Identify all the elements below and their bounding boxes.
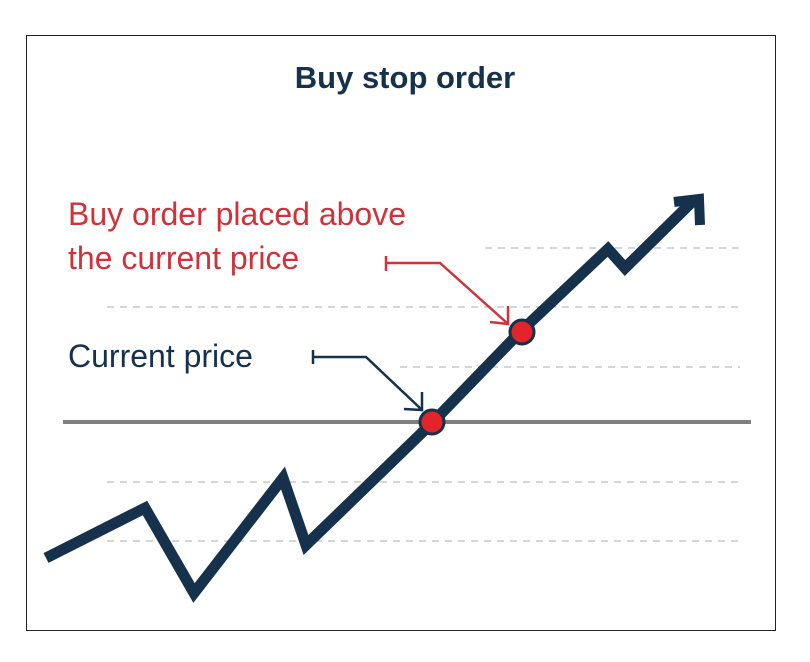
price-path	[43, 196, 698, 603]
dashed-levels	[107, 247, 740, 542]
current-price-pointer	[311, 350, 424, 412]
current-price-label: Current price	[68, 338, 253, 374]
diagram-frame	[26, 35, 776, 631]
current-price-marker	[418, 408, 446, 436]
buy-order-pointer	[384, 256, 510, 326]
buy-order-marker	[508, 318, 536, 346]
diagram-title: Buy stop order	[294, 60, 516, 95]
buy-order-label-line2: the current price	[68, 240, 300, 276]
arrow-head-icon	[673, 193, 705, 226]
buy-order-label-line1: Buy order placed above	[68, 196, 406, 232]
buy-order-label: Buy order placed above the current price	[68, 192, 406, 280]
